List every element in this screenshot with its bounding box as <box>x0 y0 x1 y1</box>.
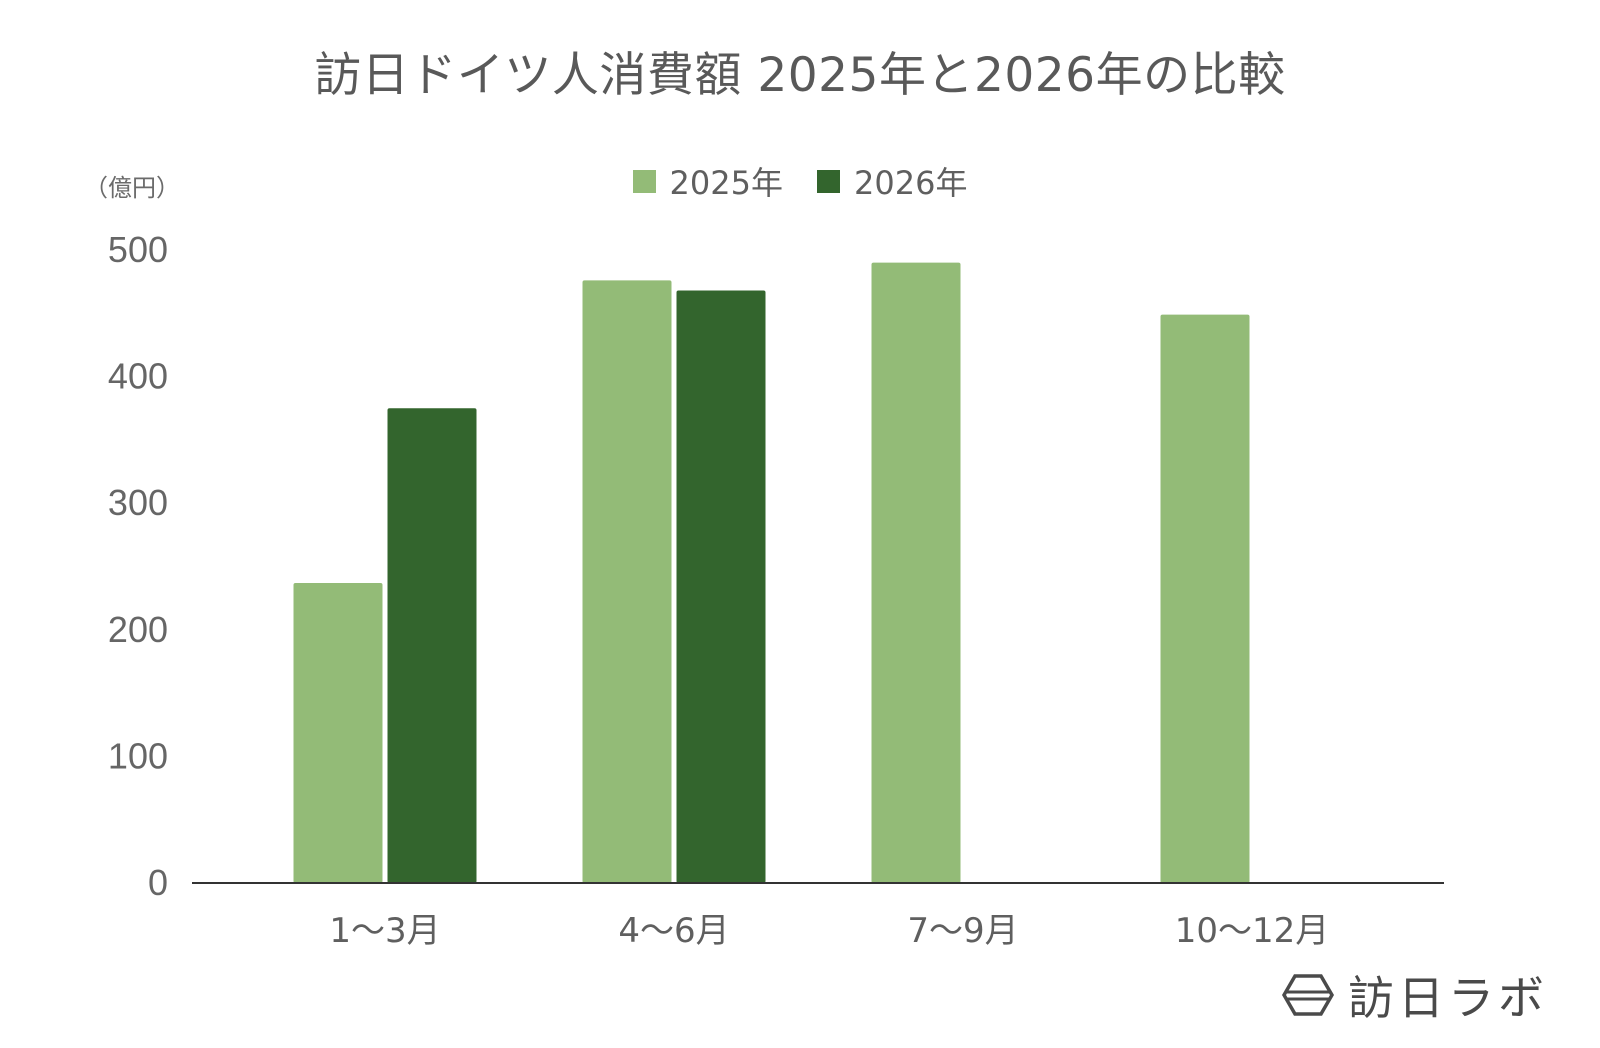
x-tick-label-3: 10〜12月 <box>1175 911 1330 951</box>
bar-2025年-4〜6月 <box>582 280 672 883</box>
y-tick-label-400: 400 <box>108 356 168 397</box>
legend-item-2026: 2026年 <box>817 158 967 204</box>
chart-legend: 2025年 2026年 <box>0 158 1600 204</box>
legend-label-2026: 2026年 <box>854 164 968 202</box>
y-tick-label-200: 200 <box>108 609 168 650</box>
brand-logo: 訪日ラボ <box>1282 962 1548 1028</box>
x-tick-label-2: 7〜9月 <box>907 911 1018 951</box>
legend-swatch-2025 <box>632 169 656 193</box>
bar-2025年-7〜9月 <box>871 262 961 883</box>
chart-title: 訪日ドイツ人消費額 2025年と2026年の比較 <box>314 48 1286 103</box>
y-tick-label-100: 100 <box>108 735 168 776</box>
bar-2026年-4〜6月 <box>676 290 766 884</box>
x-tick-label-1: 4〜6月 <box>618 911 729 951</box>
bar-2025年-1〜3月 <box>293 582 383 883</box>
y-tick-label-500: 500 <box>108 229 168 270</box>
x-tick-label-0: 1〜3月 <box>329 911 440 951</box>
hexagon-logo-icon <box>1282 974 1334 1016</box>
y-tick-label-0: 0 <box>148 862 168 903</box>
legend-item-2025: 2025年 <box>632 158 783 204</box>
bar-2025年-10〜12月 <box>1160 314 1250 883</box>
legend-label-2025: 2025年 <box>669 164 783 202</box>
brand-logo-text: 訪日ラボ <box>1348 971 1548 1025</box>
y-axis-unit-label: （億円） <box>84 174 180 202</box>
bar-2026年-1〜3月 <box>387 408 477 883</box>
y-tick-label-300: 300 <box>108 482 168 523</box>
legend-swatch-2026 <box>817 169 840 193</box>
